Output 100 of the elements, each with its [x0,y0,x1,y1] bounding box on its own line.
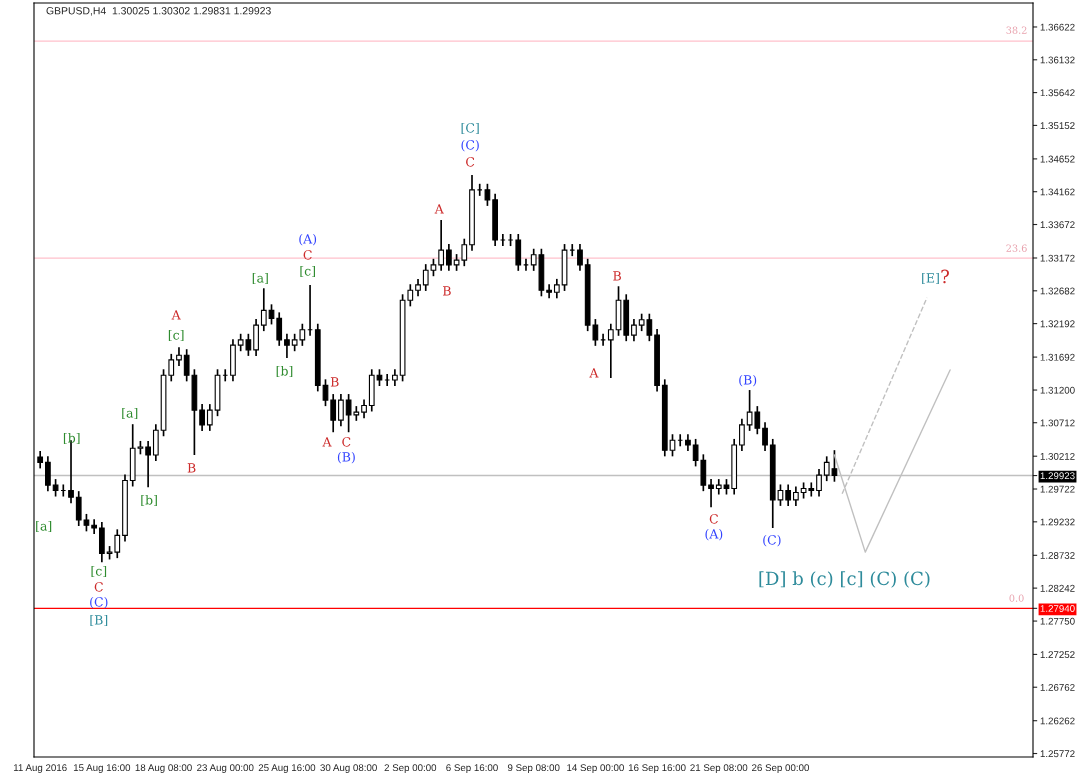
annotation: A [589,368,599,378]
annotation: 0.0 [1009,594,1024,602]
annotation: B [187,463,196,473]
annotation: [B] [90,614,108,627]
annotation: A [434,204,444,214]
y-tick-label: 1.36132 [1040,56,1075,64]
y-tick-label: 1.29232 [1040,518,1075,526]
x-tick-label: 6 Sep 16:00 [446,764,498,774]
y-tick-label: 1.34652 [1040,155,1075,163]
candlestick [330,393,337,434]
candlestick [284,332,290,359]
annotation: [c] [91,565,107,578]
candlestick [484,182,491,207]
annotation: [a] [252,272,268,285]
candlestick [199,403,205,432]
candlestick [45,455,51,492]
annotation: (C) [461,139,479,152]
candlestick [793,485,799,507]
x-tick-label: 15 Aug 16:00 [73,764,131,774]
annotation: [C] [461,122,479,135]
annotation: (A) [299,233,317,246]
y-tick-label: 1.36622 [1040,23,1075,31]
annotation: [a] [36,520,52,533]
x-tick-label: 21 Sep 08:00 [690,764,748,774]
annotation: C [303,250,312,260]
annotation: C [342,437,351,447]
annotation: [E] [922,272,939,285]
y-tick-label: 1.27940 [1040,605,1075,612]
candlestick [260,287,267,332]
annotation: [D] b (c) [c] (C) (C) [759,571,930,588]
annotation: A [171,310,181,320]
candlestick [762,421,768,452]
annotation: B [443,286,451,296]
candlestick [739,418,745,452]
candlestick [176,346,182,367]
candlestick [361,398,367,420]
candlestick [569,243,576,257]
annotation: C [709,514,718,524]
annotation: C [94,582,103,592]
x-tick-label: 16 Sep 16:00 [628,764,686,774]
annotation: 38.2 [1006,26,1027,34]
x-tick-label: 2 Sep 00:00 [384,764,437,774]
y-tick-label: 1.27750 [1040,617,1075,625]
y-tick-label: 1.35152 [1040,122,1075,130]
annotation: [b] [141,494,157,507]
y-tick-label: 1.35642 [1040,89,1075,97]
candlestick [607,322,614,379]
annotation: 23.6 [1006,244,1027,252]
annotation: [b] [63,432,80,445]
y-tick-label: 1.28242 [1040,584,1075,592]
candlestick [206,403,213,432]
y-tick-label: 1.28732 [1040,552,1075,559]
y-tick-label: 1.30212 [1040,452,1075,460]
candlestick [438,219,445,272]
y-tick-label: 1.26262 [1040,717,1075,725]
x-tick-label: 14 Sep 00:00 [567,764,624,774]
candlestick [276,311,283,347]
y-tick-label: 1.30712 [1040,419,1075,427]
annotation: (B) [337,451,355,464]
y-tick-label: 1.31200 [1040,386,1075,394]
annotation: ? [941,269,949,284]
candlestick [708,478,714,509]
annotation: A [322,437,332,447]
annotation: C [466,157,475,167]
x-tick-label: 23 Aug 00:00 [197,764,254,774]
y-tick-label: 1.33672 [1040,221,1075,229]
candlestick [631,318,637,342]
annotation: [c] [168,329,184,342]
annotation: (C) [763,534,781,547]
y-tick-label: 1.29722 [1040,485,1075,493]
annotation: B [613,271,621,281]
candlestick [546,283,552,300]
candlestick [445,243,452,272]
candlestick [785,483,792,507]
y-tick-label: 1.34162 [1040,188,1075,196]
y-tick-label: 1.27252 [1040,651,1075,659]
y-tick-label: 1.32192 [1040,320,1075,328]
x-tick-label: 18 Aug 08:00 [135,764,192,774]
y-tick-label: 1.25772 [1040,750,1075,758]
y-tick-label: 1.26762 [1040,683,1075,691]
annotation: (C) [90,596,108,609]
annotation: [c] [300,265,315,278]
annotation: [a] [122,407,138,420]
chart-title: GBPUSD,H4 1.30025 1.30302 1.29831 1.29923 [46,7,271,16]
x-tick-label: 30 Aug 08:00 [320,764,377,774]
x-tick-label: 9 Sep 08:00 [507,764,560,774]
candlestick [338,393,344,428]
y-tick-label: 1.33172 [1040,254,1075,262]
candlestick [553,278,560,300]
candlestick [577,243,583,272]
x-tick-label: 11 Aug 2016 [13,764,67,774]
y-tick-label: 1.32682 [1040,287,1075,295]
annotation: B [330,377,339,387]
x-tick-label: 26 Sep 00:00 [752,764,809,774]
annotation: (B) [739,374,757,387]
y-tick-label: 1.29923 [1040,472,1075,480]
annotation: [b] [276,365,293,378]
y-tick-label: 1.31692 [1040,353,1075,361]
x-tick-label: 25 Aug 16:00 [258,764,316,774]
candlestick [145,440,151,488]
